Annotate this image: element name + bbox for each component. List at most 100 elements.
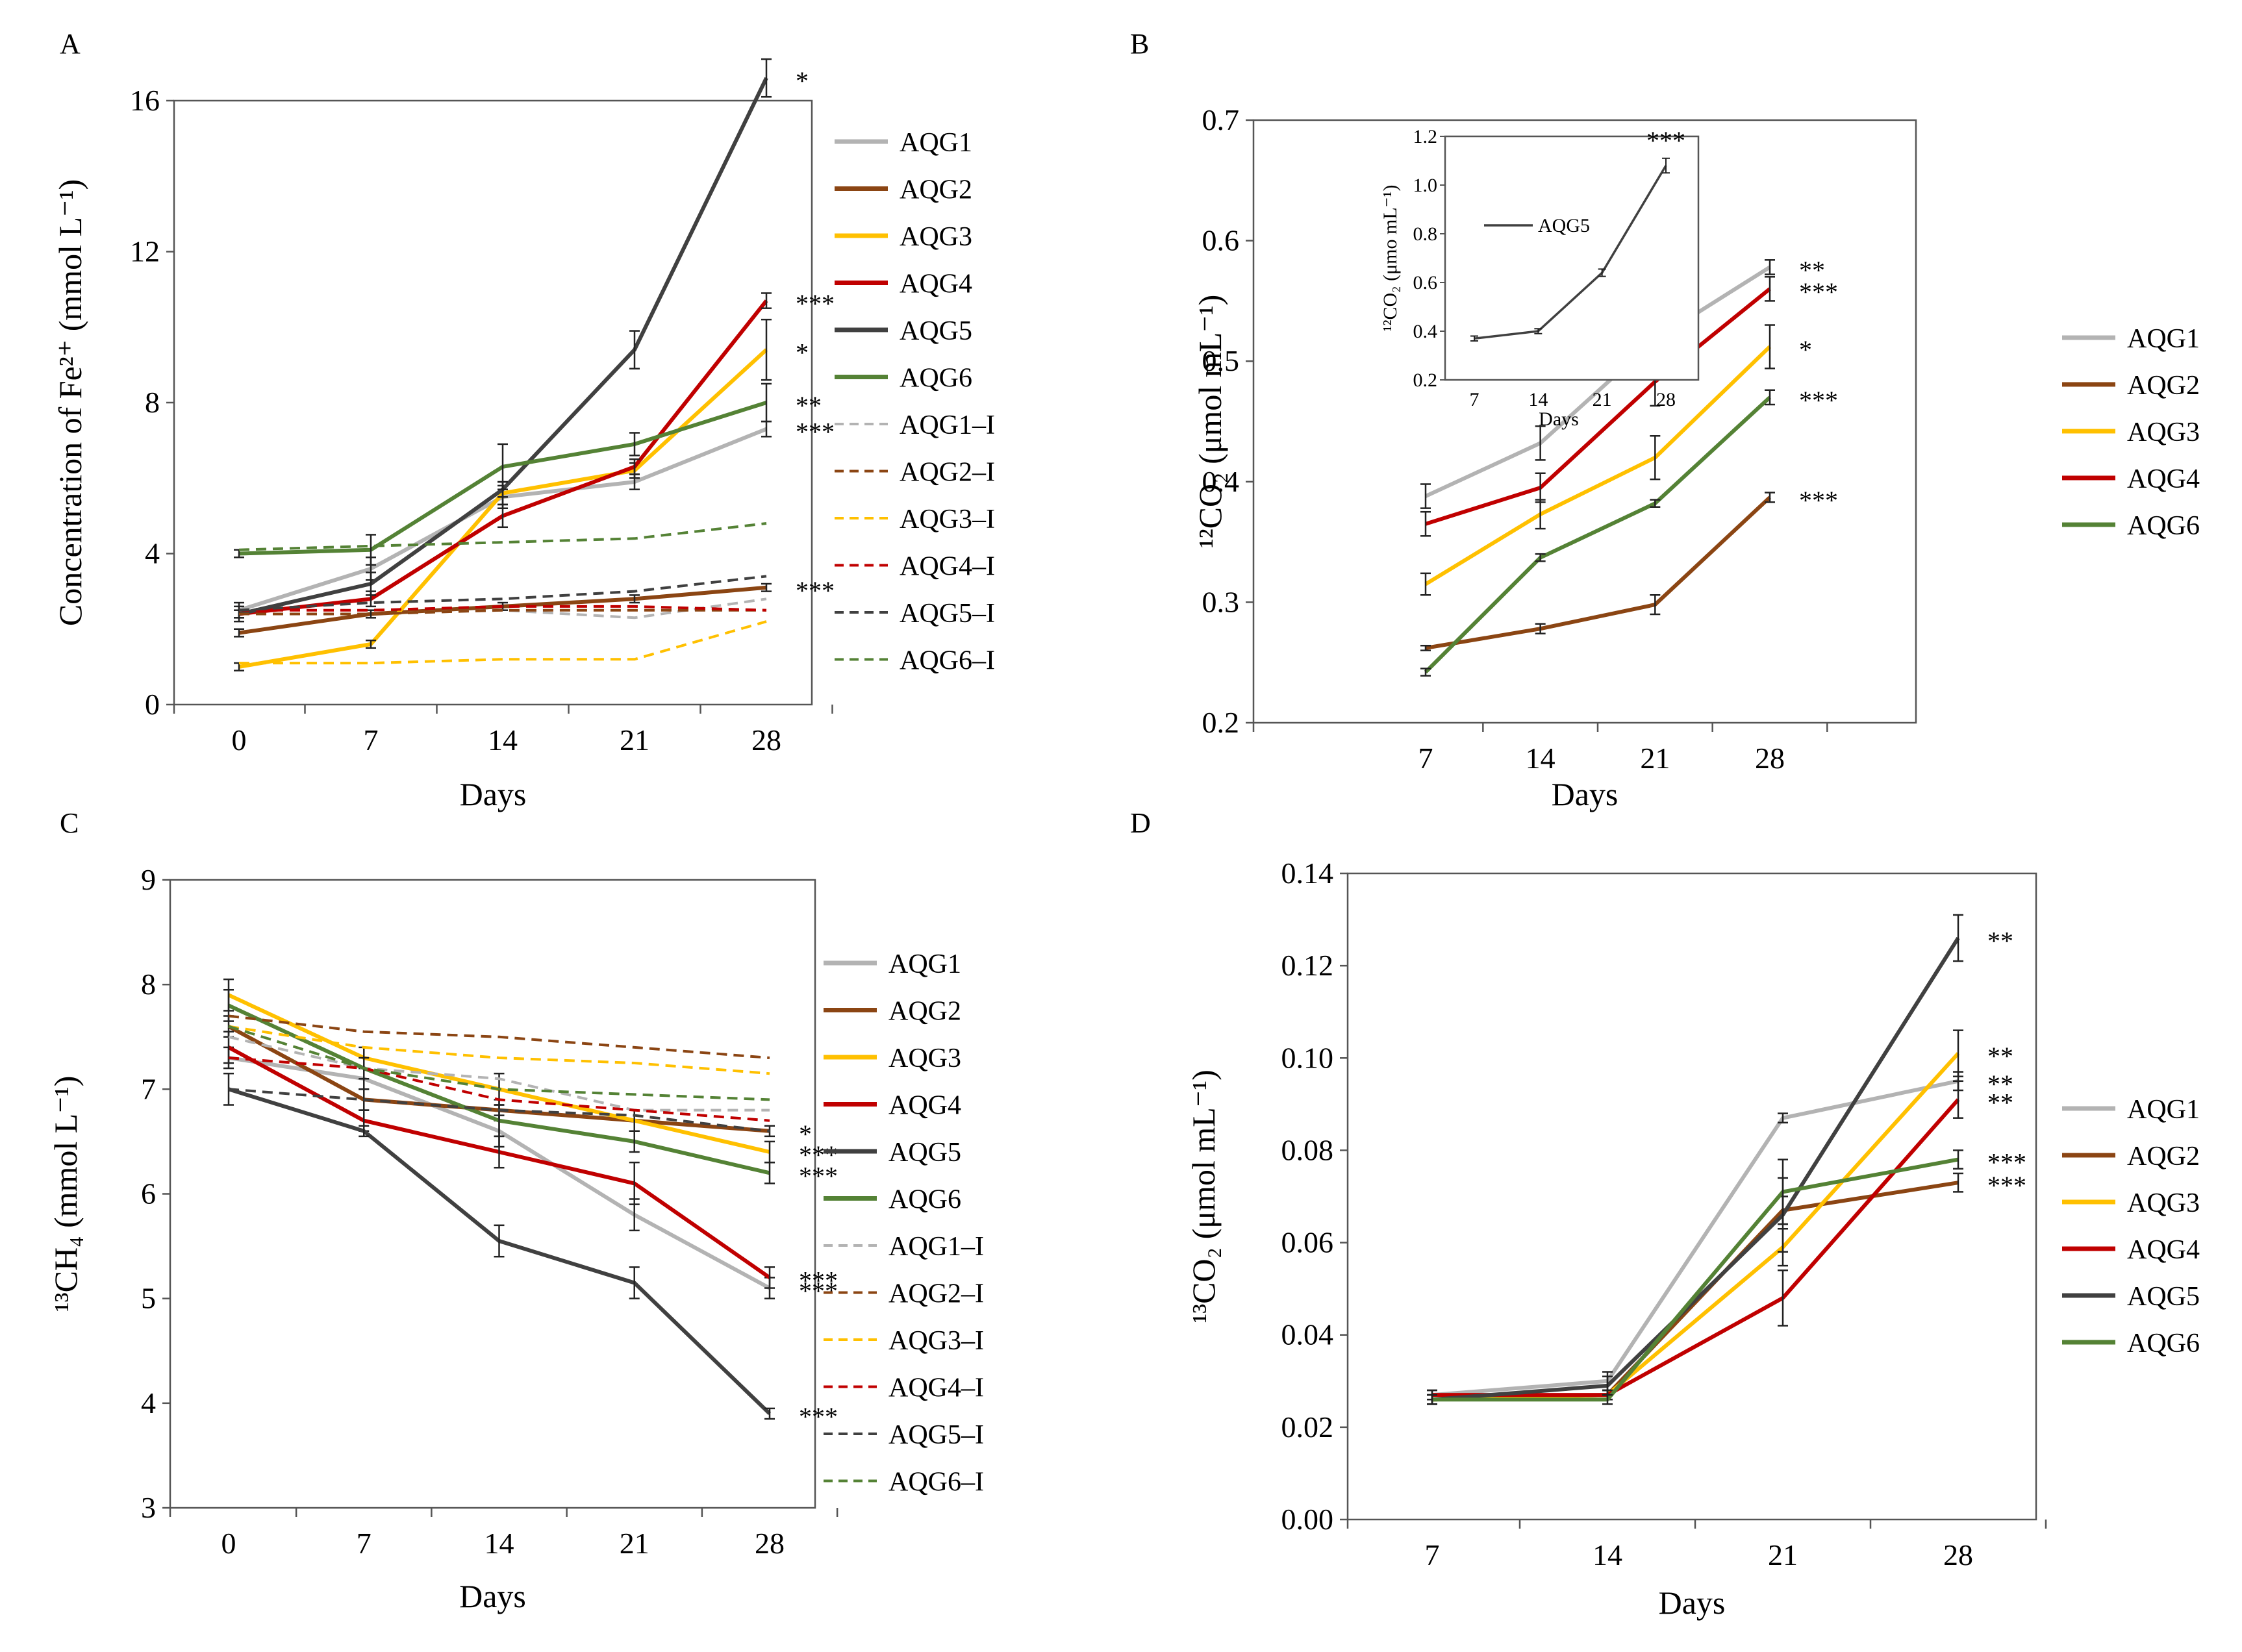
legend-label: AQG3 xyxy=(888,1044,961,1073)
y-tick-label: 6 xyxy=(141,1177,156,1210)
series-line xyxy=(1425,495,1772,650)
panel-D: D 0.00 0.02 0.04 0.06 0.08 0.10 0.12 0.14 7 14 21 28… xyxy=(1130,807,2200,1621)
y-tick-label: 0.04 xyxy=(1281,1318,1334,1351)
inset-x-tick-label: 14 xyxy=(1528,389,1548,410)
significance-label: *** xyxy=(799,1161,838,1190)
y-tick-label: 8 xyxy=(145,386,160,419)
significance-label: ** xyxy=(1987,1042,2013,1071)
y-tick-label: 0.08 xyxy=(1281,1133,1334,1166)
y-tick-label: 0.2 xyxy=(1202,706,1240,739)
significance-label: *** xyxy=(1799,486,1838,515)
legend-label: AQG4 xyxy=(888,1091,961,1121)
y-tick-label: 0 xyxy=(145,688,160,721)
x-axis-title: Days xyxy=(459,1578,526,1614)
x-tick-label: 28 xyxy=(751,723,781,757)
y-tick-label: 16 xyxy=(130,84,160,117)
significance-label: *** xyxy=(1987,1171,2026,1200)
y-tick-label: 4 xyxy=(141,1386,156,1420)
series-AQG2: *** xyxy=(1420,486,1838,651)
series-AQG6–I xyxy=(238,522,767,551)
x-tick-label: 14 xyxy=(1526,742,1556,775)
series-AQG6: *** xyxy=(1420,386,1838,677)
legend-label: AQG2 xyxy=(2127,1142,2200,1171)
inset-frame xyxy=(1444,135,1700,381)
significance-label: * xyxy=(796,66,809,95)
significance-label: *** xyxy=(796,576,835,605)
legend-label: AQG1 xyxy=(2127,1095,2200,1125)
inset-y-tick-label: 0.8 xyxy=(1413,223,1438,245)
series-line xyxy=(228,1057,770,1122)
significance-label: * xyxy=(799,1120,812,1149)
legend-label: AQG5–I xyxy=(900,599,995,629)
series-AQG6–I xyxy=(228,1025,770,1101)
legend-label: AQG5 xyxy=(900,316,972,346)
inset-x-tick-label: 28 xyxy=(1656,389,1676,410)
y-tick-label: 9 xyxy=(141,863,156,896)
inset-x-axis-title: Days xyxy=(1539,408,1579,430)
y-tick-label: 3 xyxy=(141,1491,156,1524)
significance-label: * xyxy=(1799,335,1812,364)
series-AQG3: ** xyxy=(1427,1029,2013,1405)
y-tick-label: 0.14 xyxy=(1281,857,1334,890)
series-AQG5–I xyxy=(228,1088,770,1133)
legend-label: AQG2–I xyxy=(888,1279,984,1309)
significance-label: *** xyxy=(799,1277,838,1306)
legend-label: AQG4–I xyxy=(900,552,995,582)
series-AQG6: *** xyxy=(223,988,838,1190)
series-AQG4–I xyxy=(228,1057,770,1122)
panel-B: B 0.2 0.3 0.4 0.5 0.6 0.7 7 14 21 28 Days ¹²CO₂ (μmo… xyxy=(1130,28,2200,812)
panel-label: D xyxy=(1130,807,1151,839)
y-axis-title: Concentration of Fe²⁺ (mmol L⁻¹) xyxy=(52,179,88,626)
series-AQG5–I xyxy=(238,575,767,612)
legend-label: AQG5 xyxy=(2127,1282,2200,1312)
legend-label: AQG6 xyxy=(2127,1329,2200,1358)
inset-y-tick-label: 0.6 xyxy=(1413,272,1438,294)
inset-y-tick-label: 0.2 xyxy=(1413,369,1438,391)
significance-label: *** xyxy=(799,1266,838,1295)
x-tick-label: 7 xyxy=(364,723,379,757)
series-AQG2–I xyxy=(239,608,766,616)
series-AQG4: ** xyxy=(1427,1080,2013,1401)
significance-label: *** xyxy=(799,1402,838,1431)
y-axis-title: ¹²CO₂ (μmol mL⁻¹) xyxy=(1192,295,1228,549)
series-AQG3–I xyxy=(228,1025,770,1075)
y-tick-label: 0.4 xyxy=(1202,465,1240,498)
legend-label: AQG5–I xyxy=(888,1420,984,1450)
significance-label: ** xyxy=(1987,1088,2013,1117)
y-tick-label: 5 xyxy=(141,1282,156,1315)
series-AQG3–I xyxy=(239,620,767,665)
series-AQG2: *** xyxy=(234,576,835,638)
x-tick-label: 7 xyxy=(1425,1538,1440,1571)
significance-label: *** xyxy=(1987,1148,2026,1177)
y-tick-label: 7 xyxy=(141,1072,156,1105)
series-line xyxy=(1424,395,1772,674)
x-tick-label: 28 xyxy=(755,1527,785,1560)
legend-label: AQG3 xyxy=(2127,418,2200,447)
legend-label: AQG3–I xyxy=(888,1326,984,1356)
significance-label: ** xyxy=(1987,1070,2013,1099)
legend: AQG1 AQG2 AQG3 AQG4 AQG5 AQG6 xyxy=(2062,1095,2200,1358)
y-tick-label: 0.3 xyxy=(1202,585,1240,618)
x-axis-title: Days xyxy=(1659,1584,1726,1621)
series-line xyxy=(228,1025,770,1075)
series-line xyxy=(1432,1098,1960,1397)
x-tick-label: 14 xyxy=(485,1527,514,1560)
series-AQG1: ** xyxy=(1427,1070,2013,1401)
significance-label: *** xyxy=(1799,386,1838,415)
inset-series-AQG5: *** AQG5 xyxy=(1470,126,1685,342)
x-tick-label: 21 xyxy=(1640,742,1670,775)
x-tick-label: 7 xyxy=(357,1527,372,1560)
legend-label: AQG1–I xyxy=(900,410,995,440)
inset-significance-label: *** xyxy=(1646,126,1685,155)
inset-x-tick-label: 7 xyxy=(1470,389,1480,410)
legend-label: AQG6 xyxy=(2127,511,2200,541)
series-line xyxy=(228,1088,770,1133)
series-line xyxy=(228,1014,770,1059)
legend-label: AQG2 xyxy=(888,997,961,1027)
series-line xyxy=(1424,265,1771,498)
legend: AQG1 AQG2 AQG3 AQG4 AQG5 AQG6 AQG1–I AQG2–I AQG3… xyxy=(835,128,995,676)
legend-label: AQG6 xyxy=(900,364,972,394)
legend-label: AQG6–I xyxy=(888,1468,984,1497)
series-line xyxy=(239,605,767,612)
